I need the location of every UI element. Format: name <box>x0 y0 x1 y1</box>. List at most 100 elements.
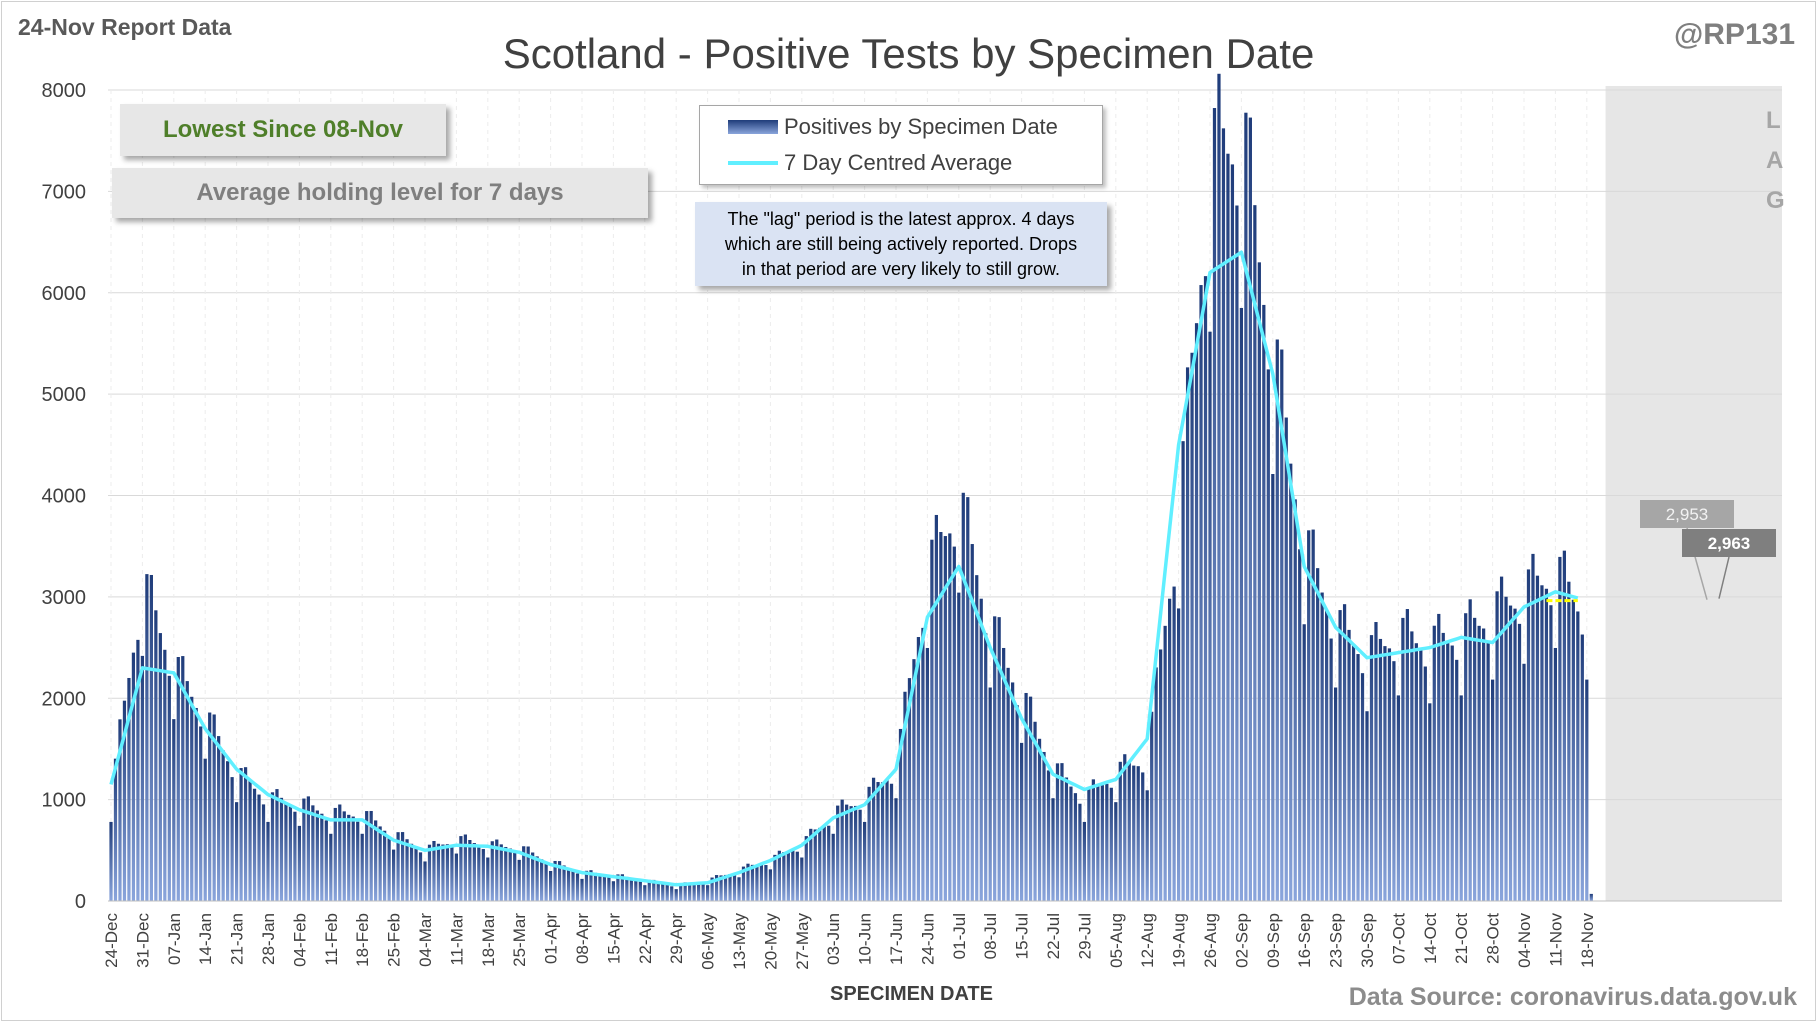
bar <box>804 836 808 901</box>
bar <box>1212 108 1217 901</box>
bar <box>1145 790 1149 901</box>
bar <box>1257 262 1261 902</box>
y-tick-label: 3000 <box>42 587 87 609</box>
bar <box>391 849 396 901</box>
bar <box>1280 349 1284 901</box>
bar <box>1383 646 1387 901</box>
bar <box>1387 648 1392 901</box>
bar <box>1042 751 1046 901</box>
bar <box>809 828 813 901</box>
bar <box>1419 649 1423 901</box>
y-tick-label: 6000 <box>42 283 87 305</box>
x-tick-label: 23-Sep <box>1327 913 1346 968</box>
bar <box>1150 711 1154 901</box>
bar <box>275 789 279 901</box>
bar <box>1230 164 1235 901</box>
bar <box>508 848 512 901</box>
bar <box>1558 556 1562 901</box>
bar <box>1051 798 1055 901</box>
x-tick-label: 04-Mar <box>416 913 435 967</box>
bar <box>490 841 494 901</box>
note-line-2: which are still being actively reported.… <box>724 233 1078 254</box>
bar <box>674 889 678 901</box>
bar <box>571 870 575 901</box>
bar <box>1091 779 1095 901</box>
bar <box>638 881 642 901</box>
bar <box>755 864 759 901</box>
x-tick-label: 08-Jul <box>981 913 1000 959</box>
bar <box>1531 553 1535 901</box>
data-label-leader <box>1718 556 1730 599</box>
bar <box>1127 762 1131 901</box>
bar <box>149 574 153 901</box>
bar <box>1019 742 1024 901</box>
bar <box>297 825 302 901</box>
bar <box>163 649 167 901</box>
bar <box>1262 304 1266 901</box>
author-handle: @RP131 <box>1674 18 1795 51</box>
bar <box>1235 205 1239 901</box>
bar <box>589 870 593 901</box>
x-tick-label: 11-Nov <box>1546 913 1565 967</box>
bar <box>181 656 185 901</box>
bar <box>445 844 450 901</box>
bar <box>230 777 234 901</box>
bar <box>876 782 880 901</box>
x-tick-label: 22-Apr <box>636 913 655 964</box>
y-tick-label: 2000 <box>42 688 87 710</box>
lowest-since-callout: Lowest Since 08-Nov <box>120 104 446 156</box>
y-tick-label: 0 <box>75 891 86 913</box>
bar <box>1154 667 1158 901</box>
bar <box>1302 624 1306 901</box>
bar <box>782 852 786 901</box>
x-tick-label: 19-Aug <box>1170 913 1189 968</box>
bar <box>540 859 544 901</box>
bar <box>800 857 804 901</box>
bar <box>1347 629 1351 901</box>
bar <box>903 691 907 901</box>
y-tick-label: 8000 <box>42 80 87 102</box>
bar <box>226 761 230 901</box>
bar <box>1064 777 1069 901</box>
bar <box>1486 642 1490 901</box>
x-tick-label: 07-Jan <box>165 913 184 965</box>
bar <box>934 514 938 901</box>
bar <box>118 719 122 901</box>
bar <box>1082 821 1087 901</box>
bar <box>1123 754 1127 901</box>
bar <box>1028 696 1033 901</box>
bar <box>912 659 916 901</box>
bar <box>1378 638 1383 901</box>
x-tick-label: 15-Jul <box>1013 913 1032 959</box>
bar <box>1535 575 1540 901</box>
x-tick-label: 24-Jun <box>918 913 937 965</box>
bar <box>634 879 638 901</box>
bar <box>688 882 692 901</box>
x-tick-label: 15-Apr <box>604 913 623 964</box>
bar <box>939 532 943 901</box>
bar <box>365 811 369 901</box>
bar <box>602 875 607 901</box>
bar <box>1401 617 1405 901</box>
bar <box>970 544 974 901</box>
bar <box>961 492 965 901</box>
bar <box>338 804 342 901</box>
bar <box>270 792 275 901</box>
bar <box>643 885 647 901</box>
bar <box>1329 638 1333 901</box>
bar <box>459 836 463 901</box>
bar <box>140 655 145 901</box>
bar <box>984 633 988 901</box>
bar <box>1203 276 1208 901</box>
bar <box>1284 417 1288 901</box>
bar <box>759 864 764 901</box>
bar <box>1266 369 1270 901</box>
bar <box>486 857 490 901</box>
x-tick-label: 12-Aug <box>1138 913 1157 968</box>
bar <box>1316 568 1320 901</box>
bar <box>1293 499 1297 901</box>
bar <box>347 814 351 901</box>
bar <box>1374 622 1378 901</box>
bar <box>190 696 194 901</box>
bar <box>1446 641 1450 901</box>
